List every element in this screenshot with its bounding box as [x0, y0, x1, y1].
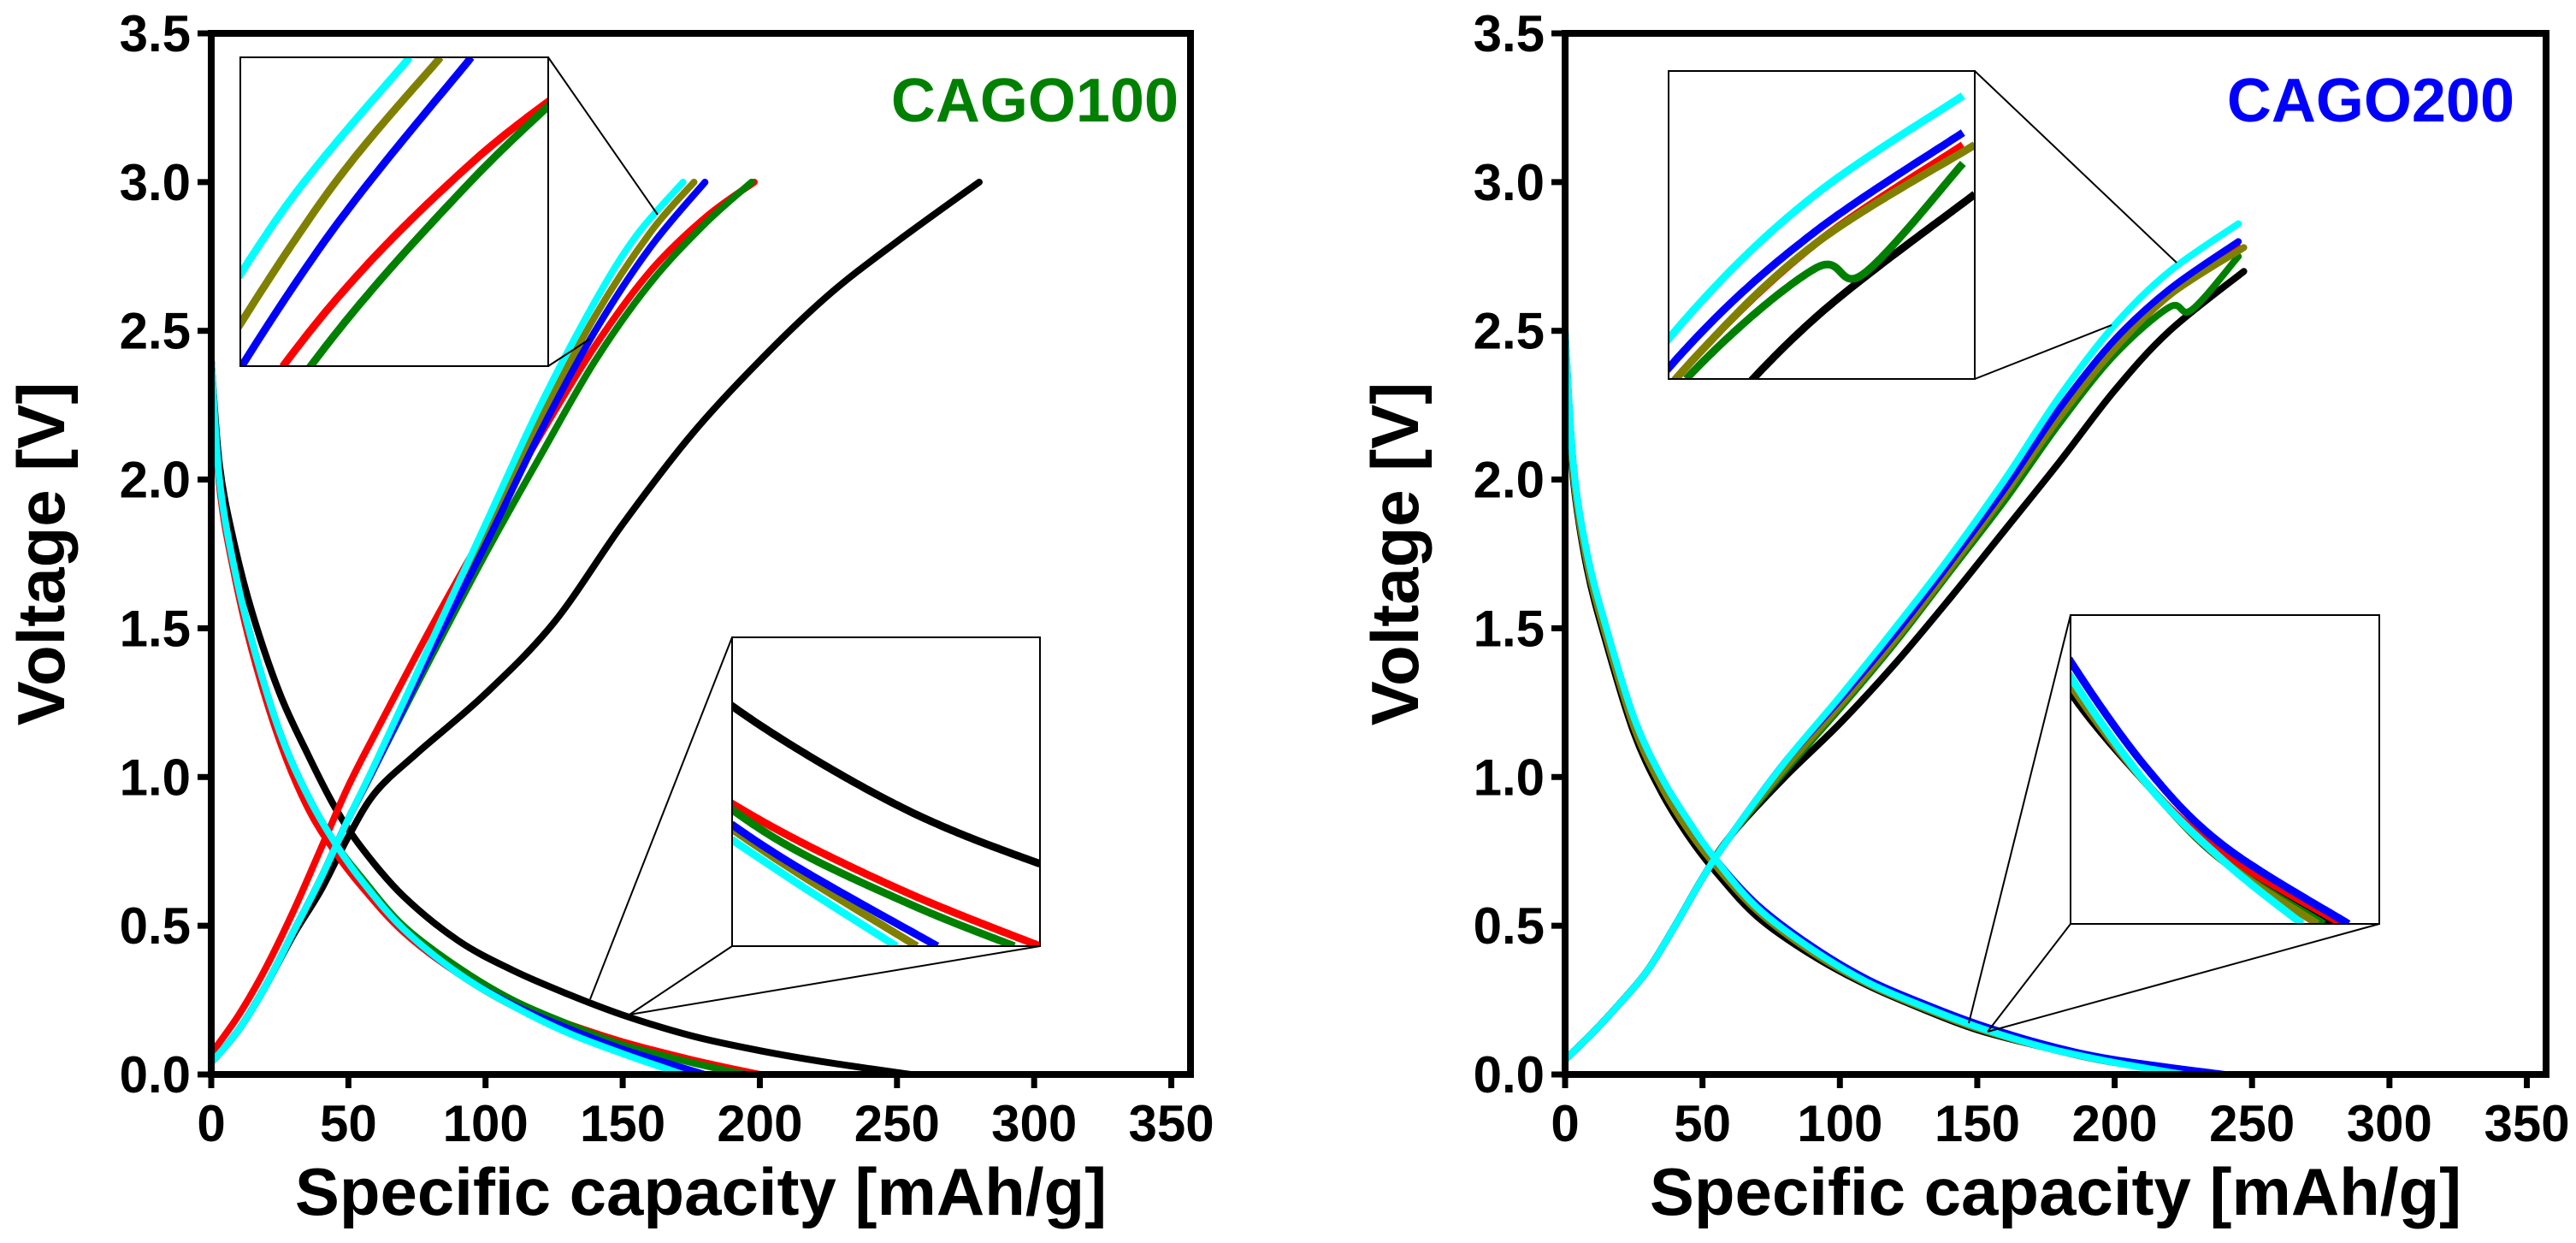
inset-1	[1669, 92, 1975, 379]
inset-series-line-2	[732, 799, 1040, 946]
inset-series-line-10	[2071, 672, 2306, 924]
inset-2	[2071, 656, 2351, 924]
y-axis-title: Voltage [V]	[1357, 382, 1433, 726]
inset-connector-line	[1974, 70, 2177, 263]
x-tick-label: 200	[2072, 1095, 2158, 1152]
inset-series-line-11	[1669, 92, 1965, 346]
x-tick-label: 200	[717, 1095, 802, 1152]
inset-frame	[239, 56, 549, 367]
inset-connector-line	[589, 636, 733, 1000]
series-line-10	[1565, 327, 2187, 1076]
y-tick-label: 1.0	[1474, 749, 1545, 806]
y-tick-label: 0.0	[1474, 1046, 1545, 1104]
panel-title: CAGO100	[891, 67, 1179, 135]
inset-connector-line	[547, 338, 591, 367]
inset-connector-line	[547, 56, 659, 216]
x-tick-label: 0	[1551, 1095, 1579, 1152]
x-tick-label: 100	[443, 1095, 529, 1152]
y-tick-label: 2.0	[120, 452, 191, 509]
inset-series-line-9	[240, 57, 475, 366]
panel-title: CAGO200	[2227, 67, 2514, 135]
series-group	[1565, 220, 2248, 1076]
y-tick-label: 0.5	[120, 897, 191, 955]
series-line-3	[211, 178, 758, 1057]
y-tick-label: 2.5	[1474, 303, 1545, 360]
inset-series-line-0	[732, 701, 1040, 867]
x-tick-label: 50	[1674, 1095, 1731, 1152]
inset-series-line-7	[240, 57, 444, 329]
inset-series-line-10	[732, 836, 899, 946]
inset-series-line-7	[1671, 141, 1975, 379]
chart-panel-2: 0 50 100 150 200 250 300 350 0.0 0.5 1.0 1.5 2.0 2.5 3…	[1357, 5, 2570, 1229]
y-tick-label: 0.0	[120, 1046, 191, 1104]
inset-series-line-8	[2071, 656, 2351, 924]
inset-frame	[1668, 70, 1976, 380]
plot-frame	[1562, 30, 2549, 1078]
x-tick-label: 50	[320, 1095, 377, 1152]
inset-connector-line	[1987, 923, 2071, 1033]
inset-series-line-8	[732, 820, 940, 946]
inset-series-line-5	[1683, 161, 1966, 379]
inset-connector-line	[1987, 923, 2380, 1033]
y-tick-label: 3.5	[1474, 5, 1545, 62]
x-tick-label: 250	[854, 1095, 940, 1152]
inset-background	[732, 637, 1040, 946]
inset-connector-line	[629, 945, 1041, 1015]
chart-panel-1: 0 50 100 150 200 250 300 350 0.0 0.5 1.0 1.5 2.0 2.5 3…	[3, 5, 1214, 1229]
x-tick-label: 100	[1797, 1095, 1882, 1152]
series-line-10	[211, 357, 687, 1076]
y-tick-label: 3.0	[1474, 154, 1545, 211]
y-tick-label: 2.0	[1474, 452, 1545, 509]
inset-series-line-5	[306, 102, 548, 366]
x-tick-label: 300	[2347, 1095, 2432, 1152]
inset-connector-line	[1968, 614, 2071, 1024]
inset-series-line-3	[279, 97, 548, 366]
inset-frame	[2070, 614, 2380, 925]
plot-frame	[208, 30, 1194, 1078]
x-tick-label: 350	[2484, 1095, 2569, 1152]
inset-series-line-1	[1748, 191, 1975, 379]
y-tick-label: 1.0	[120, 749, 191, 806]
x-tick-label: 150	[1935, 1095, 2020, 1152]
inset-background	[2071, 615, 2379, 924]
x-axis-title: Specific capacity [mAh/g]	[1650, 1154, 2461, 1229]
inset-series-line-9	[1669, 129, 1965, 375]
inset-series-line-4	[732, 805, 1017, 946]
x-tick-label: 250	[2209, 1095, 2295, 1152]
y-tick-label: 2.5	[120, 303, 191, 360]
y-tick-label: 0.5	[1474, 897, 1545, 955]
x-tick-label: 0	[197, 1095, 225, 1152]
y-tick-label: 1.5	[120, 600, 191, 657]
x-tick-label: 350	[1128, 1095, 1214, 1152]
series-line-11	[211, 178, 687, 1067]
inset-connector-line	[1974, 324, 2112, 380]
x-axis-title: Specific capacity [mAh/g]	[295, 1154, 1107, 1229]
y-tick-label: 3.0	[120, 154, 191, 211]
y-tick-label: 3.5	[120, 5, 191, 62]
inset-frame	[731, 636, 1041, 947]
x-tick-label: 300	[991, 1095, 1077, 1152]
inset-2	[732, 701, 1040, 946]
inset-1	[240, 57, 548, 366]
y-axis-title: Voltage [V]	[3, 382, 79, 726]
series-line-11	[1565, 220, 2242, 1063]
series-group	[211, 178, 983, 1076]
inset-connector-line	[629, 945, 733, 1015]
series-line-0	[211, 357, 914, 1076]
x-tick-label: 150	[580, 1095, 665, 1152]
inset-series-line-11	[240, 57, 413, 280]
y-tick-label: 1.5	[1474, 600, 1545, 657]
